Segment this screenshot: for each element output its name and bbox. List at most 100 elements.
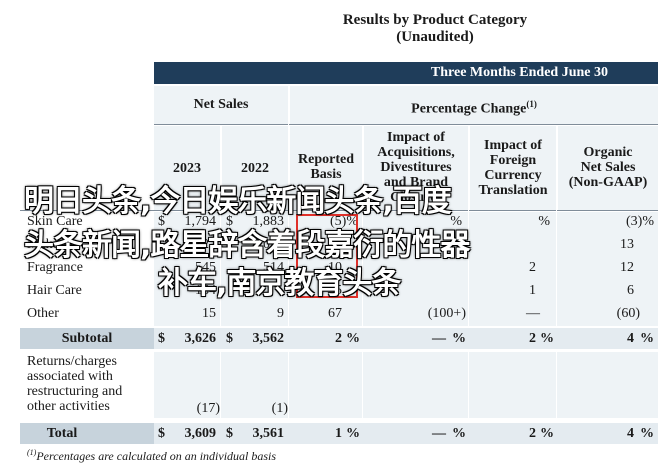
skin-care-acq-pct: %: [450, 214, 462, 229]
col-divider: [362, 126, 363, 444]
col-divider: [220, 126, 221, 444]
fragrance-2022: 514: [263, 260, 284, 275]
hair-care-reported: 5: [335, 283, 342, 298]
skin-care-2023: 1,794: [184, 214, 217, 229]
percent-sign: %: [540, 331, 554, 346]
organic-header-line3: (Non-GAAP): [568, 175, 648, 190]
period-band: Three Months Ended June 30: [154, 62, 658, 84]
percent-sign: %: [346, 331, 360, 346]
fx-header-line1: Impact of: [484, 138, 542, 153]
report-title: Results by Product Category (Unaudited): [300, 12, 570, 46]
fragrance-reported: 10: [328, 260, 342, 275]
makeup-reported: 8: [335, 237, 342, 252]
pct-change-header-bg: [290, 86, 658, 124]
percent-sign: %: [640, 426, 654, 441]
acq-header-bg: [364, 126, 468, 210]
watermark-line3: 补车,南京教育头条: [158, 266, 401, 301]
row-label-hair-care: Hair Care: [27, 283, 82, 298]
acq-header-line2: Acquisitions,: [377, 145, 455, 160]
subtotal-organic: 4: [627, 331, 634, 346]
report-title-line1: Results by Product Category: [342, 12, 528, 28]
y2022-header-bg: [222, 126, 288, 210]
total-row-bg: [154, 423, 658, 444]
reported-header-line1: Reported: [298, 152, 354, 167]
pct-change-text: Percentage Change: [411, 101, 527, 117]
subtotal-fx: 2: [529, 331, 536, 346]
footnote-text: Percentages are calculated on an individ…: [36, 449, 277, 463]
y2022-header: 2022: [241, 161, 269, 176]
currency-symbol: $: [158, 331, 165, 346]
row-label-skin-care: Skin Care: [27, 214, 83, 229]
currency-symbol: $: [226, 426, 233, 441]
other-organic: (60): [616, 306, 640, 321]
y2023-header: 2023: [173, 161, 201, 176]
fx-header-line3: Currency: [484, 168, 542, 183]
organic-header-line1: Organic: [583, 145, 633, 160]
footnote: (1)Percentages are calculated on an indi…: [27, 448, 276, 464]
makeup-organic: 13: [620, 237, 634, 252]
total-2022: 3,561: [252, 426, 285, 441]
organic-header: Organic Net Sales (Non-GAAP): [558, 145, 658, 190]
currency-symbol: $: [158, 426, 165, 441]
acquisitions-header: Impact of Acquisitions, Divestitures and…: [364, 130, 468, 205]
net-sales-header-bg: [154, 86, 288, 124]
total-2023: 3,609: [184, 426, 217, 441]
row-label-fragrance: Fragrance: [27, 260, 83, 275]
currency-symbol: $: [226, 214, 233, 229]
watermark-line1: 明日头条,今日娱乐新闻头条,百度: [24, 184, 452, 219]
reported-basis-header: Reported Basis: [290, 152, 362, 182]
total-label-bg: [20, 423, 154, 444]
other-acq: (100+): [427, 306, 466, 321]
organic-header-bg: [558, 126, 658, 210]
subtotal-reported: 2: [335, 331, 342, 346]
subtotal-2022: 3,562: [252, 331, 285, 346]
returns-2023: (17): [196, 401, 220, 416]
subtotal-label-bg: [20, 328, 154, 349]
reported-header-bg: [290, 126, 362, 210]
organic-header-line2: Net Sales: [580, 160, 636, 175]
fragrance-2023: 545: [195, 260, 216, 275]
percent-sign: %: [452, 331, 466, 346]
returns-label-line4: other activities: [27, 399, 110, 414]
data-area-bg: [154, 212, 658, 326]
percent-sign: %: [640, 331, 654, 346]
makeup-2022: 1,036: [252, 237, 285, 252]
other-2022: 9: [277, 306, 284, 321]
acq-header-line5: Closures: [390, 190, 442, 205]
col-divider: [468, 126, 469, 444]
fx-header-bg: [470, 126, 556, 210]
other-reported: 67: [328, 306, 342, 321]
total-organic: 4: [627, 426, 634, 441]
fragrance-fx: 2: [529, 260, 536, 275]
report-title-line2: (Unaudited): [396, 29, 474, 45]
skin-care-reported: (5)%: [330, 214, 358, 229]
percent-sign: %: [540, 426, 554, 441]
subtotal-2023: 3,626: [184, 331, 217, 346]
total-label: Total: [46, 426, 78, 441]
currency-symbol: $: [226, 331, 233, 346]
other-fx: —: [526, 306, 540, 321]
subtotal-label: Subtotal: [61, 331, 113, 346]
returns-2022: (1): [271, 401, 288, 416]
pct-change-sup: (1): [526, 99, 537, 109]
y2023-header-bg: [154, 126, 220, 210]
header-bottom-rule: [20, 210, 658, 211]
total-reported: 1: [335, 426, 342, 441]
header-divider: [154, 124, 658, 125]
footnote-sup: (1): [27, 448, 37, 457]
skin-care-organic: (3)%: [626, 214, 654, 229]
percent-sign: %: [452, 426, 466, 441]
row-label-other: Other: [27, 306, 59, 321]
subtotal-acq: —: [432, 331, 446, 346]
total-acq: —: [432, 426, 446, 441]
returns-label-line2: associated with: [27, 369, 113, 384]
fx-header-line4: Translation: [478, 183, 548, 198]
other-2023: 15: [202, 306, 216, 321]
total-fx: 2: [529, 426, 536, 441]
returns-area-bg: [154, 352, 658, 418]
hair-care-fx: 1: [529, 283, 536, 298]
reported-header-line2: Basis: [310, 167, 342, 182]
percent-sign: %: [346, 426, 360, 441]
returns-label: Returns/charges associated with restruct…: [27, 354, 122, 414]
skin-care-fx-pct: %: [538, 214, 550, 229]
